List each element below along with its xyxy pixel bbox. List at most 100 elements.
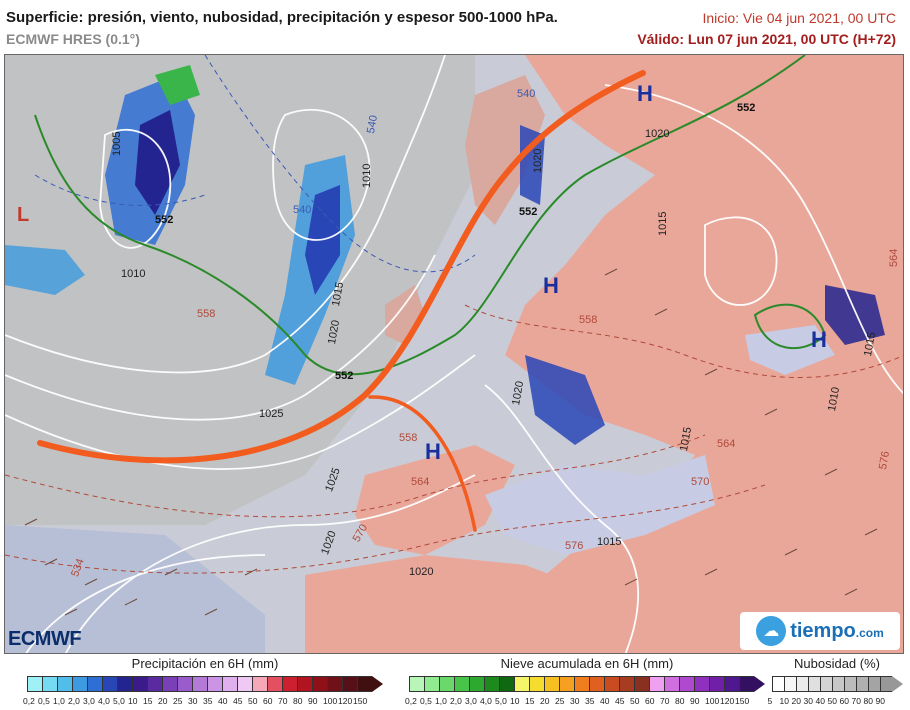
legend-tick: 1,0	[435, 696, 447, 706]
thickness-label: 558	[197, 308, 215, 320]
legend-tick: 2,0	[450, 696, 462, 706]
legend-swatch	[192, 676, 207, 692]
thickness-label: 564	[717, 438, 735, 450]
legend-swatch	[559, 676, 574, 692]
isobar-label: 1020	[645, 128, 669, 140]
legend-tick: 45	[615, 696, 625, 706]
land-north-africa	[305, 555, 605, 653]
snow-ticks: 0,2 0,5 1,0 2,0 3,0 4,0 5,0 10 15 20 25 30 35 40 45 50 6…	[405, 696, 750, 706]
legend-swatch	[529, 676, 544, 692]
legend-tick: 80	[675, 696, 685, 706]
model-label: ECMWF HRES (0.1°)	[6, 31, 140, 47]
thickness-label: 552	[737, 102, 755, 114]
legend-tick: 30	[803, 696, 813, 706]
land-eurasia	[505, 55, 903, 653]
legend-swatch	[879, 676, 892, 692]
legend-swatch	[117, 676, 132, 692]
high-pressure-center: H	[425, 439, 441, 464]
snow-legend: Nieve acumulada en 6H (mm) 0,2 0,5 1,0 2,0 3…	[402, 656, 772, 710]
legend-swatch	[222, 676, 237, 692]
legend-swatch	[147, 676, 162, 692]
thickness-label: 534	[69, 557, 87, 578]
legend-tick: 90	[875, 696, 885, 706]
tiempo-logo-tld: .com	[855, 625, 884, 640]
legend-tick: 150	[735, 696, 750, 706]
ecmwf-logo-text: ECMWF	[8, 628, 82, 650]
legend-swatch	[132, 676, 147, 692]
legend-tick: 10	[779, 696, 789, 706]
land-scandinavia	[465, 75, 545, 225]
legend-swatch	[57, 676, 72, 692]
sea-mediterranean	[485, 455, 715, 555]
high-pressure-center: H	[543, 273, 559, 298]
frontal-line-branch	[368, 395, 477, 532]
legend-swatch	[499, 676, 514, 692]
legend-swatch	[664, 676, 679, 692]
legend-tick: 0,5	[38, 696, 50, 706]
legend-swatch	[297, 676, 312, 692]
precipitation-legend: Precipitación en 6H (mm) 0,2 0,5 1,0 2,0 3,0…	[20, 656, 390, 710]
legend-tick: 100	[323, 696, 338, 706]
legend-tick: 0,5	[420, 696, 432, 706]
legend-swatch	[739, 676, 754, 692]
legend-swatch	[855, 676, 868, 692]
legend-tick: 90	[308, 696, 318, 706]
snow-blob-greenland	[155, 65, 200, 105]
thickness-label: 540	[293, 204, 311, 216]
legend-swatch	[267, 676, 282, 692]
legend-swatch	[649, 676, 664, 692]
legend-tick: 15	[525, 696, 535, 706]
legend-tick: 15	[143, 696, 153, 706]
legend-tick: 10	[510, 696, 520, 706]
isobar-label: 1015	[657, 212, 669, 236]
thickness-label: 576	[877, 450, 892, 470]
legend-swatch	[282, 676, 297, 692]
legend-swatch	[807, 676, 820, 692]
legend-tick: 5,0	[495, 696, 507, 706]
legend-tick: 45	[233, 696, 243, 706]
legend-tick: 4,0	[480, 696, 492, 706]
cloud-swatches	[771, 676, 903, 692]
legend-swatch	[72, 676, 87, 692]
legend-swatch	[709, 676, 724, 692]
legend-swatch	[312, 676, 327, 692]
thickness-label: 540	[365, 114, 380, 134]
legend-tick: 40	[218, 696, 228, 706]
isobar-label: 1015	[330, 281, 346, 307]
wind-barbs	[24, 268, 878, 616]
cloud-legend: Nubosidad (%) 5 10 20 30 40 50 60 70 80 90	[768, 656, 904, 710]
low-pressure-center: L	[17, 204, 29, 226]
legend-tick: 150	[353, 696, 368, 706]
thickness-label: 576	[565, 540, 583, 552]
thickness-label: 552	[155, 214, 173, 226]
isobar-label: 1025	[259, 408, 283, 420]
legend-swatch	[694, 676, 709, 692]
isobars	[5, 55, 903, 653]
legend-tick: 1,0	[53, 696, 65, 706]
high-pressure-center: H	[637, 81, 653, 106]
legend-swatch	[783, 676, 796, 692]
legend-swatch	[724, 676, 739, 692]
legend-tick: 60	[263, 696, 273, 706]
cloud-legend-title: Nubosidad (%)	[794, 656, 880, 671]
high-pressure-center: H	[811, 327, 827, 352]
legend-tick: 70	[278, 696, 288, 706]
precip-blob-3	[5, 245, 85, 295]
snow-swatches	[409, 676, 765, 692]
legend-swatch	[27, 676, 42, 692]
isobar-label: 1020	[510, 380, 526, 406]
legend-arrow	[754, 676, 765, 692]
legend-tick: 50	[630, 696, 640, 706]
legend-swatch	[604, 676, 619, 692]
legend-swatch	[237, 676, 252, 692]
legend-tick: 70	[660, 696, 670, 706]
legend-tick: 80	[863, 696, 873, 706]
legend-swatch	[514, 676, 529, 692]
legend-swatch	[484, 676, 499, 692]
weather-map: H H H H L 1005 1010 1010 1015 1020 1025 …	[4, 54, 904, 654]
legend-tick: 10	[128, 696, 138, 706]
legend-tick: 30	[188, 696, 198, 706]
isobar-label: 1015	[597, 536, 621, 548]
legend-tick: 25	[555, 696, 565, 706]
frontal-line-main	[37, 70, 646, 464]
